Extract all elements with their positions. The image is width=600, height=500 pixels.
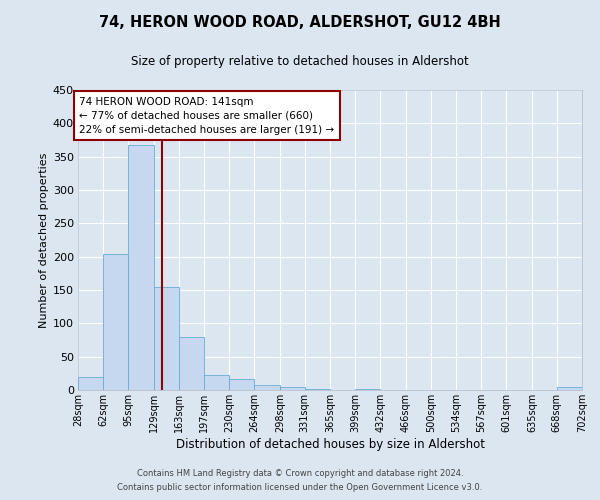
Text: Contains HM Land Registry data © Crown copyright and database right 2024.: Contains HM Land Registry data © Crown c… (137, 468, 463, 477)
Text: 74 HERON WOOD ROAD: 141sqm
← 77% of detached houses are smaller (660)
22% of sem: 74 HERON WOOD ROAD: 141sqm ← 77% of deta… (79, 96, 335, 134)
Bar (205, 374, 229, 390)
Bar (154, 286, 179, 390)
Bar (179, 338, 205, 390)
Bar (229, 380, 254, 390)
Text: Size of property relative to detached houses in Aldershot: Size of property relative to detached ho… (131, 55, 469, 68)
Text: Contains public sector information licensed under the Open Government Licence v3: Contains public sector information licen… (118, 484, 482, 492)
Bar (78, 378, 103, 390)
X-axis label: Distribution of detached houses by size in Aldershot: Distribution of detached houses by size … (176, 438, 485, 450)
Bar (254, 384, 280, 390)
Bar (557, 388, 582, 390)
Bar (128, 146, 154, 390)
Text: 74, HERON WOOD ROAD, ALDERSHOT, GU12 4BH: 74, HERON WOOD ROAD, ALDERSHOT, GU12 4BH (99, 15, 501, 30)
Bar (280, 386, 305, 390)
Bar (355, 388, 380, 390)
Y-axis label: Number of detached properties: Number of detached properties (38, 152, 49, 328)
Bar (103, 254, 128, 390)
